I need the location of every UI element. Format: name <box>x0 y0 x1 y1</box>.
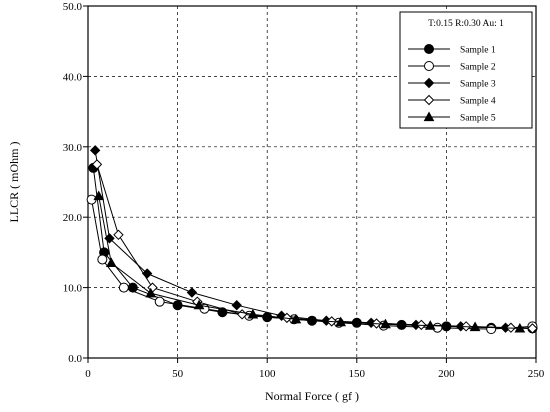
data-point <box>469 321 481 332</box>
legend-marker <box>424 44 434 54</box>
legend-entry: Sample 3 <box>408 77 496 90</box>
grid <box>88 6 536 358</box>
x-tick-label: 200 <box>438 368 455 380</box>
data-point <box>118 282 129 293</box>
data-point <box>527 323 538 334</box>
data-point <box>514 322 526 333</box>
data-point <box>247 308 259 319</box>
axis-ticks: 0 50 100 150 200 250 0.0 10.0 20.0 30.0 40.0 50.0 <box>63 1 545 380</box>
data-point <box>486 324 497 335</box>
y-tick-label: 20.0 <box>63 212 83 224</box>
legend-label: Sample 4 <box>460 97 496 107</box>
x-tick-label: 0 <box>85 368 91 380</box>
y-tick-label: 40.0 <box>63 71 83 83</box>
x-tick-label: 100 <box>259 368 276 380</box>
legend-label: Sample 5 <box>460 114 496 124</box>
data-point <box>113 229 124 241</box>
data-point <box>89 145 101 156</box>
legend-marker <box>424 61 434 71</box>
legend-entry: Sample 5 <box>408 111 496 124</box>
legend-marker <box>423 111 435 122</box>
x-axis-title: Normal Force ( gf ) <box>265 389 359 403</box>
data-point <box>290 313 302 324</box>
legend-entry: Sample 1 <box>408 44 496 56</box>
legend-marker <box>423 77 435 89</box>
x-tick-label: 50 <box>172 368 184 380</box>
data-point <box>154 296 165 307</box>
data-point <box>335 316 347 327</box>
y-tick-label: 0.0 <box>68 353 82 365</box>
y-tick-label: 10.0 <box>63 283 83 295</box>
data-point <box>105 257 117 268</box>
legend-entry: Sample 2 <box>408 61 496 73</box>
legend-marker <box>423 94 435 106</box>
y-tick-label: 50.0 <box>63 1 83 13</box>
legend-label: Sample 2 <box>460 63 496 73</box>
y-tick-label: 30.0 <box>63 142 83 154</box>
y-axis-title: LLCR ( mOhm ) <box>7 142 21 223</box>
x-tick-label: 250 <box>528 368 545 380</box>
data-point <box>145 287 157 298</box>
legend-label: Sample 3 <box>460 80 496 90</box>
legend-label: Sample 1 <box>460 46 496 56</box>
series-layer <box>86 145 538 335</box>
x-tick-label: 150 <box>349 368 366 380</box>
data-point <box>91 159 103 170</box>
legend: T:0.15 R:0.30 Au: 1 Sample 1 Sample 2 Samp… <box>399 11 533 129</box>
data-point <box>231 299 242 311</box>
data-point <box>97 254 108 265</box>
legend-title: T:0.15 R:0.30 Au: 1 <box>428 19 504 29</box>
data-point <box>93 190 105 201</box>
series-line <box>91 199 533 330</box>
series-5 <box>93 190 526 333</box>
data-point <box>193 299 205 310</box>
data-point <box>424 320 436 330</box>
data-point <box>380 318 391 329</box>
legend-entry: Sample 4 <box>408 94 496 107</box>
data-point <box>186 287 198 298</box>
legend-box <box>399 11 533 129</box>
